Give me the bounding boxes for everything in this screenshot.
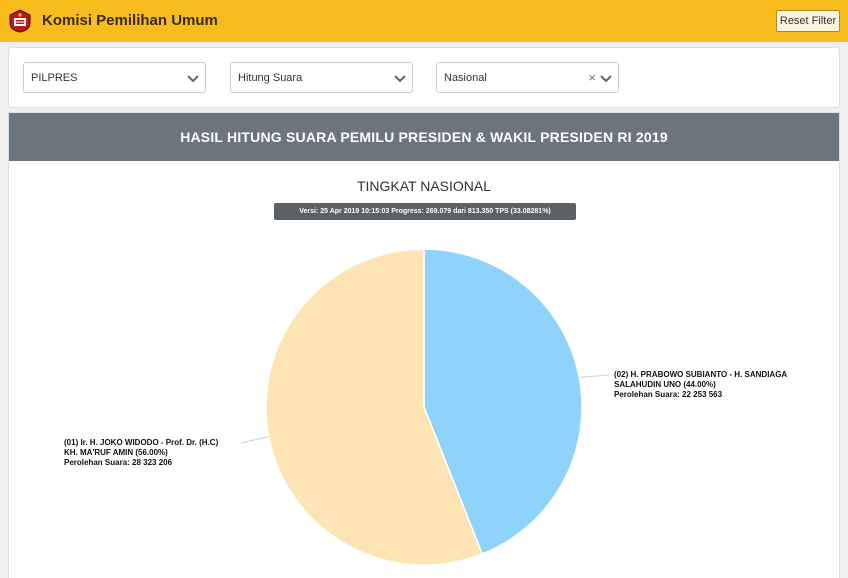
slice-label-01-line2: KH. MA'RUF AMIN (56.00%)	[64, 448, 168, 457]
filter-panel: PILPRES Hitung Suara Nasional ×	[8, 47, 840, 108]
slice-label-02-votes: Perolehan Suara: 22 253 563	[614, 390, 723, 399]
chart-subtitle: TINGKAT NASIONAL	[356, 178, 492, 194]
slice-label-02-line1: (02) H. PRABOWO SUBIANTO - H. SANDIAGA	[614, 370, 788, 379]
pie-slice-01[interactable]	[265, 248, 484, 566]
chevron-down-icon[interactable]	[393, 71, 407, 85]
top-bar: Komisi Pemilihan Umum Reset Filter	[0, 0, 848, 42]
slice-label-01: (01) Ir. H. JOKO WIDODO - Prof. Dr. (H.C…	[64, 438, 249, 468]
slice-label-01-votes: Perolehan Suara: 28 323 206	[64, 458, 173, 467]
region-select[interactable]: Nasional ×	[436, 62, 619, 93]
app-title: Komisi Pemilihan Umum	[42, 12, 218, 29]
reset-filter-button[interactable]: Reset Filter	[776, 10, 840, 32]
count-mode-select[interactable]: Hitung Suara	[230, 62, 413, 93]
chevron-down-icon[interactable]	[186, 71, 200, 85]
count-mode-value: Hitung Suara	[238, 72, 303, 84]
election-type-value: PILPRES	[31, 72, 78, 84]
region-value: Nasional	[444, 72, 487, 84]
slice-label-01-line1: (01) Ir. H. JOKO WIDODO - Prof. Dr. (H.C…	[64, 438, 219, 447]
slice-label-02: (02) H. PRABOWO SUBIANTO - H. SANDIAGA S…	[614, 370, 804, 400]
version-badge: Versi: 25 Apr 2019 10:15:03 Progress: 26…	[274, 203, 576, 220]
chevron-down-icon[interactable]	[599, 71, 613, 85]
result-panel: HASIL HITUNG SUARA PEMILU PRESIDEN & WAK…	[8, 112, 840, 578]
connector-02	[579, 374, 610, 378]
election-type-select[interactable]: PILPRES	[23, 62, 206, 93]
clear-icon[interactable]: ×	[588, 70, 596, 85]
connector-01	[240, 436, 269, 444]
slice-label-02-line2: SALAHUDIN UNO (44.00%)	[614, 380, 716, 389]
kpu-logo-icon	[9, 9, 31, 33]
vote-pie-chart	[240, 248, 610, 566]
result-header: HASIL HITUNG SUARA PEMILU PRESIDEN & WAK…	[9, 113, 839, 161]
